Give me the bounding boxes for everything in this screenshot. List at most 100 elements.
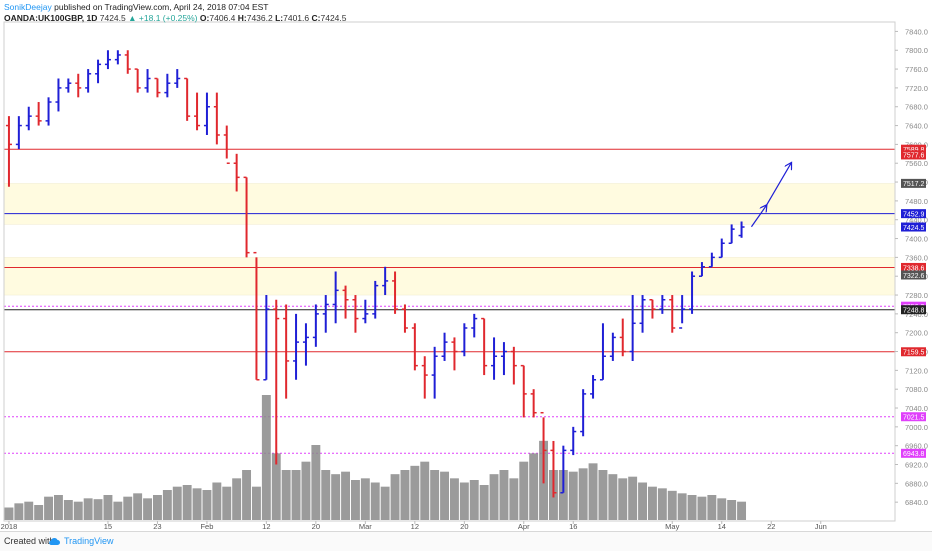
x-tick-label-2: 23 — [153, 522, 161, 531]
level-label-5: 7338.6 — [901, 262, 926, 272]
horizontal-levels[interactable] — [4, 148, 895, 454]
y-tick-label-20: 7640.0 — [905, 122, 928, 131]
ohlc-bar-65 — [649, 298, 656, 319]
svg-text:7452.9: 7452.9 — [903, 211, 925, 218]
volume-bar-10 — [103, 495, 113, 520]
ohlc-bar-35 — [352, 295, 359, 333]
x-tick-label-1: 15 — [104, 522, 112, 531]
ohlc-bar-39 — [392, 271, 399, 314]
x-tick-label-4: 12 — [262, 522, 270, 531]
volume-bar-23 — [232, 478, 242, 520]
ohlc-bar-34 — [342, 285, 349, 319]
ohlc-bar-22 — [223, 125, 230, 164]
volume-bar-12 — [123, 496, 133, 520]
ohlc-bar-73 — [728, 224, 735, 245]
last-price: 7424.5 — [99, 13, 126, 23]
volume-bar-49 — [489, 474, 499, 520]
volume-bar-4 — [44, 496, 54, 520]
volume-bar-2 — [24, 501, 34, 520]
y-tick-label-18: 7560.0 — [905, 159, 928, 168]
volume-bar-29 — [291, 470, 301, 520]
projection-arrows[interactable] — [750, 163, 791, 228]
ohlc-bar-31 — [312, 304, 319, 347]
ohlc-bar-36 — [362, 299, 369, 324]
volume-bar-31 — [311, 445, 321, 520]
ohlc-bar-45 — [451, 337, 458, 371]
symbol-name[interactable]: OANDA:UK100GBP, 1D — [4, 13, 98, 23]
ohlc-bar-17 — [174, 69, 181, 88]
volume-bar-45 — [449, 478, 459, 520]
ohlc-bar-68 — [679, 295, 686, 329]
volume-bar-18 — [182, 485, 192, 520]
ohlc-bar-0 — [5, 116, 12, 187]
x-tick-label-5: 20 — [312, 522, 320, 531]
svg-text:7322.6: 7322.6 — [903, 273, 925, 280]
volume-bar-13 — [133, 493, 143, 520]
ohlc-bar-32 — [322, 295, 329, 333]
open-value: 7406.4 — [209, 13, 236, 23]
svg-text:7159.5: 7159.5 — [903, 350, 925, 357]
volume-bar-42 — [420, 461, 430, 520]
volume-bar-47 — [469, 480, 479, 520]
y-tick-label-5: 7040.0 — [905, 404, 928, 413]
x-tick-label-12: 14 — [718, 522, 726, 531]
ohlc-bar-9 — [95, 59, 102, 84]
ohlc-bar-57 — [570, 426, 577, 456]
svg-text:6943.8: 6943.8 — [903, 451, 925, 458]
ohlc-bar-62 — [619, 318, 626, 357]
volume-bar-24 — [242, 470, 252, 520]
created-with-text: Created with — [4, 536, 55, 546]
volume-bar-41 — [410, 465, 420, 520]
price-level-labels: 7589.87577.67517.27452.97424.57338.67322… — [901, 144, 926, 458]
ohlc-bar-28 — [283, 304, 290, 399]
volume-bar-27 — [271, 453, 281, 520]
price-change: +18.1 (+0.25%) — [138, 13, 198, 23]
zone-1[interactable] — [3, 257, 896, 296]
volume-bar-34 — [341, 471, 351, 520]
projection-arrow-0[interactable] — [750, 206, 766, 228]
ohlc-bar-61 — [609, 332, 616, 361]
volume-bar-5 — [53, 495, 63, 520]
ohlc-bar-63 — [629, 295, 636, 361]
x-tick-label-8: 20 — [460, 522, 468, 531]
level-label-9: 7159.5 — [901, 347, 926, 357]
projection-arrow-1[interactable] — [765, 163, 791, 206]
y-tick-label-16: 7480.0 — [905, 197, 928, 206]
tradingview-cloud-icon — [49, 538, 60, 545]
price-chart[interactable]: 6840.0 6880.0 6920.0 6960.0 7000.0 7040.0 7080… — [0, 0, 932, 531]
svg-text:7517.2: 7517.2 — [903, 181, 925, 188]
volume-bar-21 — [212, 482, 222, 520]
volume-bar-11 — [113, 501, 123, 520]
level-label-10: 7021.5 — [901, 412, 926, 422]
volume-bar-25 — [251, 486, 261, 520]
volume-bar-72 — [717, 498, 727, 520]
volume-bar-17 — [172, 486, 182, 520]
volume-bar-59 — [588, 463, 598, 520]
ohlc-bar-3 — [35, 102, 42, 126]
volume-bar-32 — [321, 470, 331, 520]
volume-bar-46 — [459, 482, 469, 520]
ohlc-bar-1 — [15, 116, 22, 150]
y-tick-label-6: 7080.0 — [905, 385, 928, 394]
volume-bar-38 — [380, 486, 390, 520]
time-axis[interactable]: 2018 15 23 Feb 12 20 Mar 12 20 Apr 16 May 14 22 Jun — [1, 521, 827, 531]
close-value: 7424.5 — [320, 13, 347, 23]
author-name[interactable]: SonikDeejay — [4, 2, 52, 12]
x-tick-label-9: Apr — [518, 522, 530, 531]
volume-bar-53 — [529, 453, 539, 520]
ohlc-bar-67 — [669, 295, 676, 333]
ohlc-bar-66 — [659, 295, 666, 314]
volume-bar-62 — [618, 478, 628, 520]
tradingview-link[interactable]: TradingView — [48, 532, 114, 551]
ohlc-bar-55 — [550, 440, 557, 498]
open-label: O: — [199, 13, 210, 23]
zone-0[interactable] — [3, 183, 896, 225]
level-label-1: 7577.6 — [901, 150, 926, 160]
ohlc-bar-11 — [114, 50, 121, 65]
x-tick-label-10: 16 — [569, 522, 577, 531]
y-tick-label-13: 7360.0 — [905, 253, 928, 262]
volume-bar-65 — [647, 486, 657, 520]
high-label: H: — [237, 13, 247, 23]
ohlc-bar-51 — [510, 346, 517, 385]
ohlc-bar-26 — [263, 295, 270, 381]
